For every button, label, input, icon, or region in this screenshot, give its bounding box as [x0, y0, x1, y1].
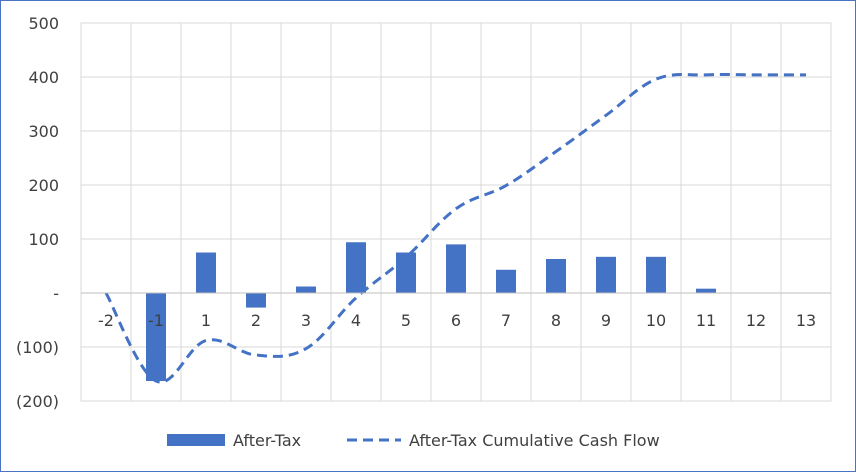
y-tick-label: 300 — [28, 122, 59, 141]
y-tick-label: 100 — [28, 230, 59, 249]
y-tick-label: (100) — [16, 338, 59, 357]
bar — [196, 252, 216, 293]
bar — [296, 286, 316, 293]
x-tick-label: 13 — [796, 311, 816, 330]
x-tick-label: 9 — [601, 311, 611, 330]
bar — [346, 242, 366, 293]
legend: After-Tax After-Tax Cumulative Cash Flow — [167, 431, 660, 450]
x-tick-label: 4 — [351, 311, 361, 330]
y-tick-label: (200) — [16, 392, 59, 411]
x-tick-label: 8 — [551, 311, 561, 330]
x-tick-label: 1 — [201, 311, 211, 330]
y-tick-label: - — [53, 284, 59, 303]
bar — [696, 288, 716, 293]
y-tick-label: 200 — [28, 176, 59, 195]
x-tick-label: 7 — [501, 311, 511, 330]
legend-line-label: After-Tax Cumulative Cash Flow — [409, 431, 660, 450]
bar — [246, 293, 266, 308]
bar — [446, 244, 466, 293]
y-tick-label: 500 — [28, 14, 59, 33]
after-tax-bars — [146, 242, 716, 382]
x-tick-label: 5 — [401, 311, 411, 330]
x-axis: -2 -1 1 2 3 4 5 6 7 8 9 10 11 12 13 — [81, 292, 831, 330]
x-tick-label: 12 — [746, 311, 766, 330]
bar — [646, 256, 666, 293]
x-tick-label: -2 — [98, 311, 114, 330]
x-tick-label: 11 — [696, 311, 716, 330]
x-tick-label: 2 — [251, 311, 261, 330]
bar — [496, 269, 516, 293]
x-tick-label: 10 — [646, 311, 666, 330]
legend-bar-label: After-Tax — [233, 431, 301, 450]
x-tick-label: 3 — [301, 311, 311, 330]
y-axis: (200) (100) - 100 200 300 400 500 — [16, 14, 59, 411]
x-tick-label: 6 — [451, 311, 461, 330]
legend-bar-swatch — [167, 434, 225, 446]
y-tick-label: 400 — [28, 68, 59, 87]
bar — [596, 256, 616, 293]
bar — [546, 258, 566, 293]
gridlines — [80, 22, 832, 402]
bar — [146, 293, 166, 382]
cumulative-cash-flow-line — [104, 72, 806, 384]
x-tick-label: -1 — [148, 311, 164, 330]
